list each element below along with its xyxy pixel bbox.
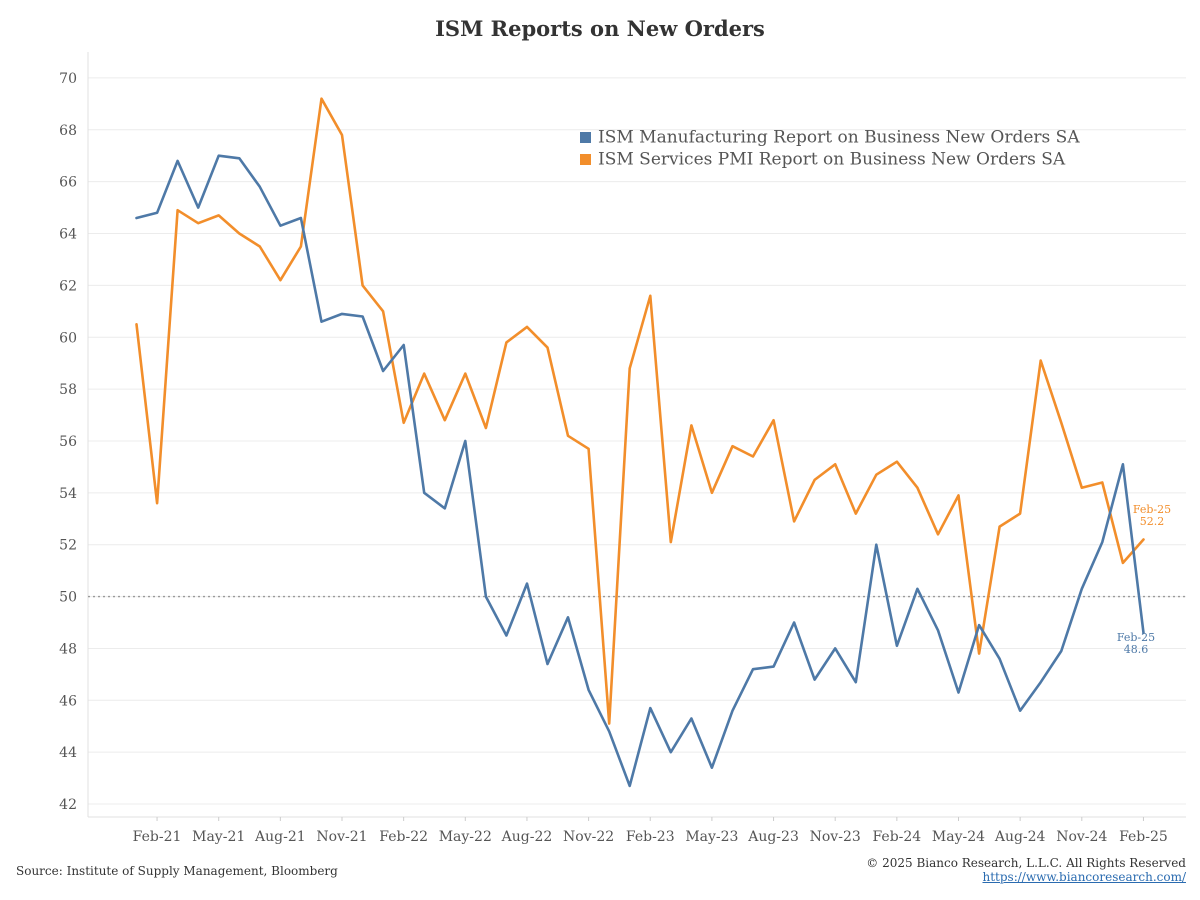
y-tick-label: 70 — [59, 71, 77, 87]
manufacturing-end-date-label: Feb-25 — [1117, 631, 1155, 644]
x-tick-label: Aug-22 — [501, 829, 553, 845]
y-tick-label: 52 — [59, 538, 77, 554]
y-tick-label: 46 — [59, 693, 77, 709]
x-tick-label: Feb-21 — [133, 829, 182, 845]
legend-label-manufacturing: ISM Manufacturing Report on Business New… — [598, 128, 1080, 148]
website-link[interactable]: https://www.biancoresearch.com/ — [982, 870, 1186, 884]
y-tick-label: 64 — [59, 227, 77, 243]
x-tick-label: Aug-23 — [747, 829, 799, 845]
y-tick-label: 56 — [59, 434, 77, 450]
y-tick-label: 54 — [59, 486, 77, 502]
x-tick-label: May-22 — [439, 829, 492, 845]
y-tick-label: 50 — [59, 590, 77, 606]
x-tick-label: Aug-24 — [994, 829, 1046, 845]
y-tick-label: 62 — [59, 278, 77, 294]
y-tick-label: 60 — [59, 330, 77, 346]
x-tick-label: May-23 — [685, 829, 738, 845]
y-tick-label: 68 — [59, 123, 77, 139]
y-tick-label: 58 — [59, 382, 77, 398]
x-tick-label: Nov-22 — [563, 829, 614, 845]
services-series-line — [135, 97, 1145, 725]
legend-label-services: ISM Services PMI Report on Business New … — [598, 150, 1066, 170]
copyright-text: © 2025 Bianco Research, L.L.C. All Right… — [866, 856, 1186, 870]
manufacturing-end-value-label: 48.6 — [1124, 643, 1149, 656]
legend-swatch-services — [580, 154, 591, 165]
y-tick-label: 66 — [59, 175, 77, 191]
x-tick-label: Aug-21 — [254, 829, 306, 845]
legend-swatch-manufacturing — [580, 132, 591, 143]
y-tick-label: 48 — [59, 641, 77, 657]
x-tick-label: Feb-23 — [626, 829, 675, 845]
x-tick-label: May-24 — [932, 829, 985, 845]
services-end-date-label: Feb-25 — [1133, 503, 1171, 516]
x-tick-label: Feb-24 — [872, 829, 921, 845]
source-note: Source: Institute of Supply Management, … — [16, 864, 338, 878]
x-tick-label: May-21 — [192, 829, 245, 845]
chart-title: ISM Reports on New Orders — [435, 16, 765, 41]
x-tick-label: Nov-21 — [316, 829, 367, 845]
x-tick-label: Nov-24 — [1056, 829, 1107, 845]
y-tick-label: 42 — [59, 797, 77, 813]
copyright-block: © 2025 Bianco Research, L.L.C. All Right… — [866, 856, 1186, 884]
x-tick-label: Nov-23 — [810, 829, 861, 845]
x-tick-label: Feb-25 — [1119, 829, 1168, 845]
services-end-value-label: 52.2 — [1140, 515, 1165, 528]
y-tick-label: 44 — [59, 745, 77, 761]
manufacturing-series-line — [135, 154, 1145, 788]
x-tick-label: Feb-22 — [379, 829, 428, 845]
